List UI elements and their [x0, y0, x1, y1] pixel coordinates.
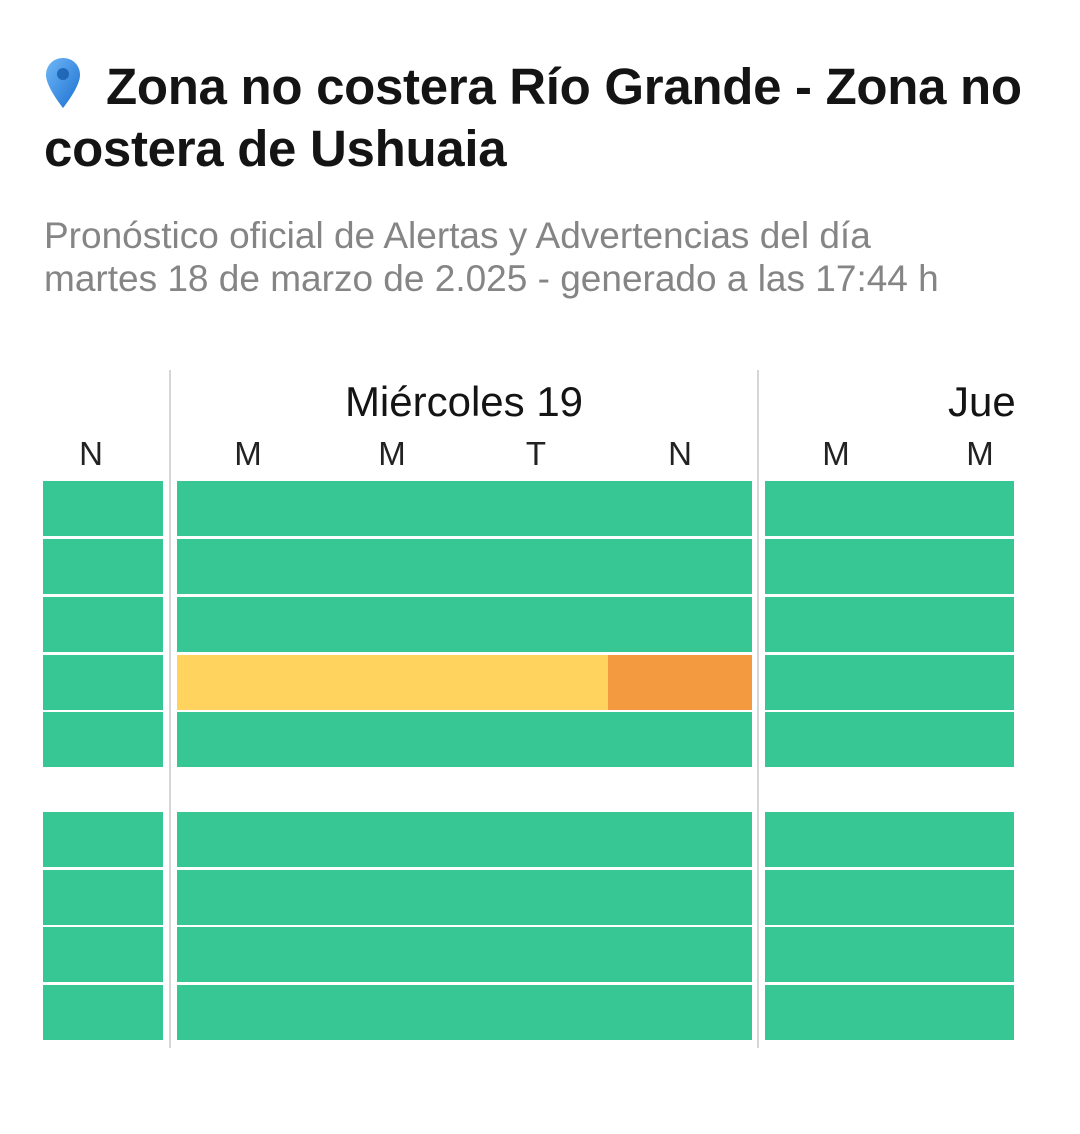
alert-cell [43, 870, 163, 925]
alert-cell [177, 539, 752, 594]
alert-cell-orange [608, 655, 752, 710]
map-pin-icon [46, 58, 80, 108]
alert-cell [177, 870, 752, 925]
alert-cell [177, 985, 752, 1040]
period-label: M [378, 435, 406, 472]
forecast-subtitle: Pronóstico oficial de Alertas y Adverten… [44, 214, 1054, 300]
subtitle-line-2: martes 18 de marzo de 2.025 - generado a… [44, 258, 939, 299]
period-label: M [966, 435, 994, 472]
alert-cell [43, 597, 163, 652]
alert-cell [765, 597, 1014, 652]
alert-cell-yellow [177, 655, 608, 710]
alert-cell [43, 539, 163, 594]
day-header-jueves-clip: Jue [940, 370, 1014, 430]
alert-cell [43, 712, 163, 767]
alert-cell [765, 985, 1014, 1040]
day-header-jueves: Jue [948, 378, 1014, 425]
period-label: N [79, 435, 103, 472]
alert-cell [765, 712, 1014, 767]
alert-cell [177, 597, 752, 652]
alert-cell [43, 481, 163, 536]
subtitle-line-1: Pronóstico oficial de Alertas y Adverten… [44, 215, 871, 256]
day-separator [757, 370, 759, 1048]
alert-cell [177, 481, 752, 536]
alert-cell [43, 655, 163, 710]
day-header-miercoles: Miércoles 19 [344, 378, 584, 425]
alert-cell [765, 927, 1014, 982]
title-text: Zona no costera Río Grande - Zona no cos… [44, 58, 1022, 177]
day-separator [169, 370, 171, 1048]
alert-cell [177, 927, 752, 982]
page-title: Zona no costera Río Grande - Zona no cos… [44, 56, 1034, 180]
alert-cell [43, 927, 163, 982]
period-label: T [525, 435, 547, 472]
alert-cell [43, 985, 163, 1040]
alert-cell [765, 812, 1014, 867]
alert-cell [765, 481, 1014, 536]
alert-cell [177, 812, 752, 867]
alert-cell [43, 812, 163, 867]
alert-cell [765, 539, 1014, 594]
period-label: M [822, 435, 850, 472]
period-label: M [234, 435, 262, 472]
alert-cell [765, 655, 1014, 710]
period-label: N [668, 435, 692, 472]
alert-cell [177, 712, 752, 767]
alert-cell [765, 870, 1014, 925]
